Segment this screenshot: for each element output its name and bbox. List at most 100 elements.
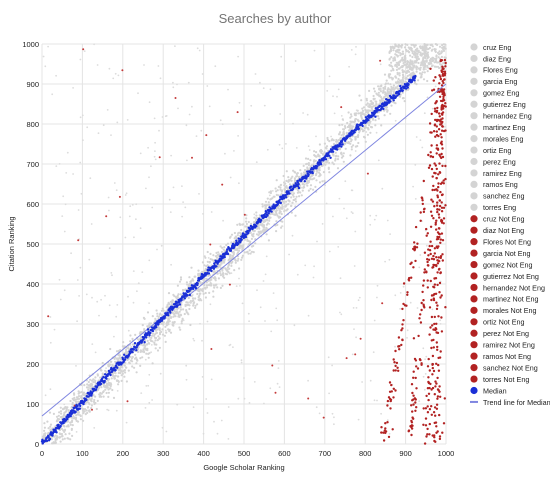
eng-point-2605 — [307, 314, 310, 317]
eng-point-697 — [192, 304, 195, 307]
not-eng-point-86 — [384, 422, 387, 425]
eng-point-829 — [362, 106, 366, 109]
eng-point-2037 — [210, 282, 213, 286]
eng-point-3119 — [431, 45, 434, 48]
not-eng-point-423 — [440, 129, 444, 132]
eng-point-1150 — [421, 71, 424, 74]
eng-point-1443 — [392, 90, 395, 93]
not-eng-point-25 — [386, 404, 389, 407]
median-point-165 — [109, 373, 112, 377]
eng-point-137 — [305, 162, 309, 165]
eng-point-1935 — [77, 413, 80, 416]
not-eng-point-487 — [431, 373, 434, 376]
eng-point-2262 — [151, 362, 154, 365]
not-eng-point-482 — [429, 155, 433, 158]
eng-point-1981 — [296, 175, 299, 178]
not-eng-point-401 — [435, 382, 438, 385]
not-eng-point-64 — [422, 208, 426, 211]
not-eng-point-186 — [429, 240, 432, 243]
eng-point-1564 — [82, 419, 85, 422]
eng-point-2909 — [58, 278, 61, 281]
eng-point-2180 — [396, 73, 399, 76]
eng-point-2772 — [141, 271, 144, 273]
eng-point-2853 — [127, 295, 129, 298]
eng-point-2341 — [275, 211, 278, 214]
eng-point-3046 — [417, 49, 420, 52]
eng-point-3146 — [403, 46, 407, 49]
eng-point-2965 — [254, 73, 257, 75]
not-eng-point-227 — [441, 147, 444, 150]
eng-point-1667 — [271, 212, 274, 215]
eng-point-2791 — [113, 335, 115, 338]
eng-point-3154 — [395, 64, 398, 67]
eng-point-390 — [336, 158, 340, 161]
eng-point-2035 — [52, 412, 56, 415]
eng-point-2495 — [149, 339, 153, 342]
eng-point-2249 — [93, 398, 96, 402]
median-point-415 — [213, 262, 216, 265]
not-eng-point-531 — [105, 215, 108, 218]
not-eng-point-444 — [443, 58, 447, 62]
eng-point-861 — [187, 296, 190, 300]
eng-point-2456 — [307, 179, 311, 182]
eng-point-1537 — [307, 163, 310, 167]
eng-point-2608 — [91, 296, 93, 299]
legend-label-27: ramos Not Eng — [483, 352, 531, 361]
eng-point-1517 — [112, 396, 116, 399]
eng-point-1737 — [209, 274, 212, 277]
eng-point-2215 — [173, 312, 176, 315]
not-eng-point-540 — [228, 283, 231, 286]
not-eng-point-123 — [426, 286, 429, 289]
eng-point-2306 — [240, 258, 243, 261]
eng-point-1370 — [158, 337, 161, 340]
eng-point-1516 — [169, 331, 173, 334]
eng-point-2189 — [374, 100, 377, 103]
eng-point-2130 — [179, 276, 183, 279]
eng-point-1756 — [77, 411, 80, 414]
not-eng-point-105 — [414, 225, 418, 229]
eng-point-2795 — [128, 215, 131, 218]
eng-point-2626 — [381, 187, 384, 190]
eng-point-2881 — [79, 116, 82, 119]
eng-point-2221 — [276, 206, 280, 209]
eng-point-1909 — [327, 157, 330, 160]
eng-point-2661 — [253, 381, 256, 383]
not-eng-point-475 — [436, 246, 439, 249]
eng-point-1039 — [102, 390, 105, 393]
eng-point-759 — [230, 241, 233, 244]
not-eng-point-408 — [442, 217, 446, 220]
eng-point-2915 — [340, 115, 343, 117]
eng-point-3104 — [399, 60, 402, 63]
median-point-280 — [157, 323, 160, 326]
legend-marker-18 — [470, 249, 478, 257]
not-eng-point-156 — [410, 383, 414, 386]
eng-point-2600 — [213, 420, 215, 423]
not-eng-point-260 — [427, 398, 430, 402]
eng-point-2159 — [89, 399, 92, 402]
eng-point-2136 — [247, 220, 250, 224]
eng-point-2688 — [115, 189, 118, 192]
eng-point-2443 — [167, 302, 170, 305]
not-eng-point-182 — [420, 301, 423, 305]
not-eng-point-368 — [442, 105, 445, 108]
eng-point-2814 — [406, 329, 409, 332]
eng-point-2305 — [372, 98, 375, 101]
not-eng-point-70 — [402, 282, 406, 285]
eng-point-1718 — [305, 180, 309, 183]
eng-point-3085 — [413, 64, 416, 67]
legend-label-26: ramirez Not Eng — [483, 341, 535, 350]
eng-point-2752 — [154, 158, 157, 161]
median-point-344 — [183, 297, 186, 300]
eng-point-1661 — [66, 437, 69, 440]
eng-point-2687 — [331, 412, 334, 415]
eng-point-1534 — [255, 217, 258, 220]
eng-point-2821 — [339, 311, 341, 314]
eng-point-1856 — [118, 369, 121, 372]
eng-point-1596 — [107, 395, 110, 398]
not-eng-point-514 — [431, 434, 434, 437]
not-eng-point-226 — [425, 435, 428, 438]
eng-point-1948 — [258, 227, 261, 230]
eng-point-2855 — [317, 175, 320, 178]
eng-point-1716 — [366, 102, 369, 105]
eng-point-3160 — [431, 56, 434, 60]
